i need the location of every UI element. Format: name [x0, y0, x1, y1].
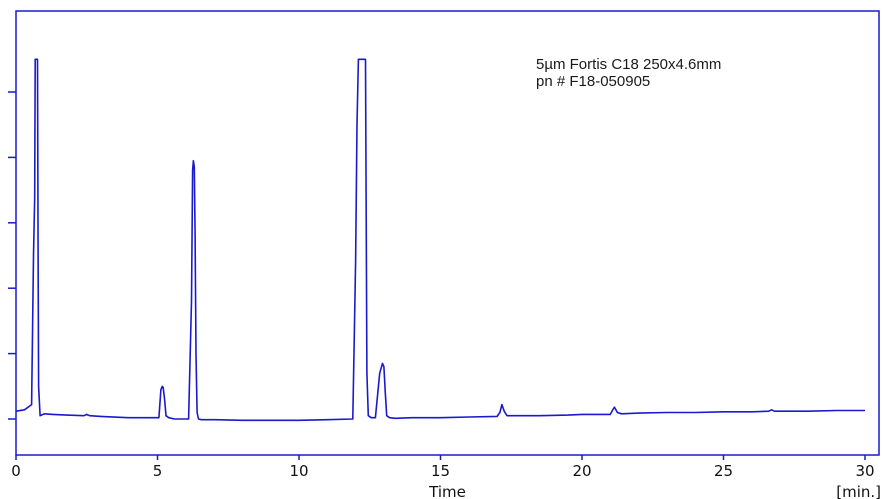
series-line — [16, 58, 865, 422]
plot-frame — [15, 10, 880, 456]
x-tick-label: 10 — [289, 462, 308, 480]
x-axis-unit: [min.] — [836, 483, 881, 499]
column-annotation: 5µm Fortis C18 250x4.6mm pn # F18-050905 — [536, 56, 721, 90]
x-tick-label: 20 — [572, 462, 591, 480]
annotation-line-1: 5µm Fortis C18 250x4.6mm — [536, 56, 722, 73]
x-tick-label: 5 — [153, 462, 163, 480]
axis-tick-labels: 0 5 10 15 20 25 30 — [11, 462, 874, 480]
x-axis-title: Time — [428, 483, 466, 499]
x-tick-label: 25 — [714, 462, 733, 480]
x-tick-label: 15 — [431, 462, 450, 480]
x-tick-label: 30 — [855, 462, 874, 480]
axis-ticks — [8, 91, 866, 460]
annotation-line-2: pn # F18-050905 — [536, 73, 651, 90]
x-tick-label: 0 — [11, 462, 21, 480]
